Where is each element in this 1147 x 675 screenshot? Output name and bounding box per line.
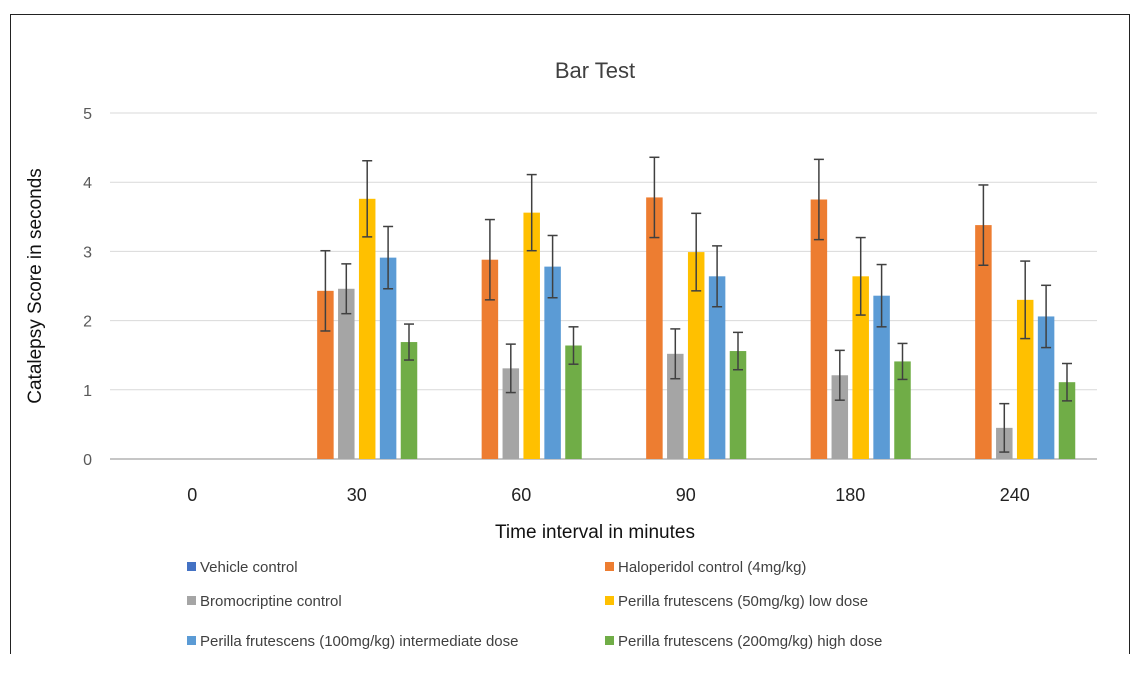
bar xyxy=(852,276,869,459)
legend-swatch xyxy=(187,636,196,645)
bar xyxy=(544,266,561,459)
bar xyxy=(358,198,376,460)
y-tick-label: 5 xyxy=(83,106,92,123)
bar xyxy=(729,351,747,459)
bar xyxy=(502,368,520,459)
y-tick-label: 1 xyxy=(83,383,92,400)
bar xyxy=(338,288,355,459)
x-tick-label: 240 xyxy=(1000,485,1030,505)
gridlines xyxy=(110,112,1097,460)
bars xyxy=(317,197,1076,460)
x-axis-categories: 0 30 60 90 180 240 xyxy=(187,485,1030,505)
legend-swatch xyxy=(605,636,614,645)
bar xyxy=(481,259,499,459)
bar xyxy=(400,342,418,459)
legend-label: Perilla frutescens (100mg/kg) intermedia… xyxy=(200,633,519,650)
bar xyxy=(894,361,911,459)
y-axis-ticks: 0 1 2 3 4 5 xyxy=(83,106,92,469)
bar xyxy=(1037,316,1055,459)
y-axis-title: Catalepsy Score in seconds xyxy=(25,168,46,404)
legend: Vehicle control Haloperidol control (4mg/… xyxy=(187,559,882,650)
chart-frame xyxy=(10,14,1130,654)
x-axis-title: Time interval in minutes xyxy=(495,522,695,543)
bar xyxy=(317,290,334,459)
y-tick-label: 4 xyxy=(83,175,92,192)
y-tick-label: 2 xyxy=(83,314,92,331)
bar xyxy=(646,197,663,459)
bar xyxy=(565,345,582,459)
bar xyxy=(379,257,397,459)
legend-swatch xyxy=(187,596,196,605)
x-tick-label: 30 xyxy=(347,485,367,505)
bar xyxy=(873,295,890,459)
x-tick-label: 90 xyxy=(676,485,696,505)
legend-label: Vehicle control xyxy=(200,559,298,576)
error-bars xyxy=(320,156,1072,453)
bar xyxy=(667,353,684,459)
bar xyxy=(687,252,705,459)
legend-label: Bromocriptine control xyxy=(200,593,342,610)
legend-swatch xyxy=(605,562,614,571)
x-tick-label: 60 xyxy=(511,485,531,505)
chart-title: Bar Test xyxy=(555,58,635,83)
x-tick-label: 0 xyxy=(187,485,197,505)
bar xyxy=(523,212,540,459)
legend-label: Perilla frutescens (200mg/kg) high dose xyxy=(618,633,882,650)
y-tick-label: 3 xyxy=(83,244,92,261)
legend-swatch xyxy=(187,562,196,571)
bar xyxy=(1016,299,1034,459)
bar xyxy=(810,199,828,459)
y-tick-label: 0 xyxy=(83,452,92,469)
bar xyxy=(975,225,992,459)
legend-swatch xyxy=(605,596,614,605)
legend-label: Haloperidol control (4mg/kg) xyxy=(618,559,806,576)
bar xyxy=(708,276,726,459)
legend-label: Perilla frutescens (50mg/kg) low dose xyxy=(618,593,868,610)
x-tick-label: 180 xyxy=(835,485,865,505)
bar xyxy=(831,375,849,459)
